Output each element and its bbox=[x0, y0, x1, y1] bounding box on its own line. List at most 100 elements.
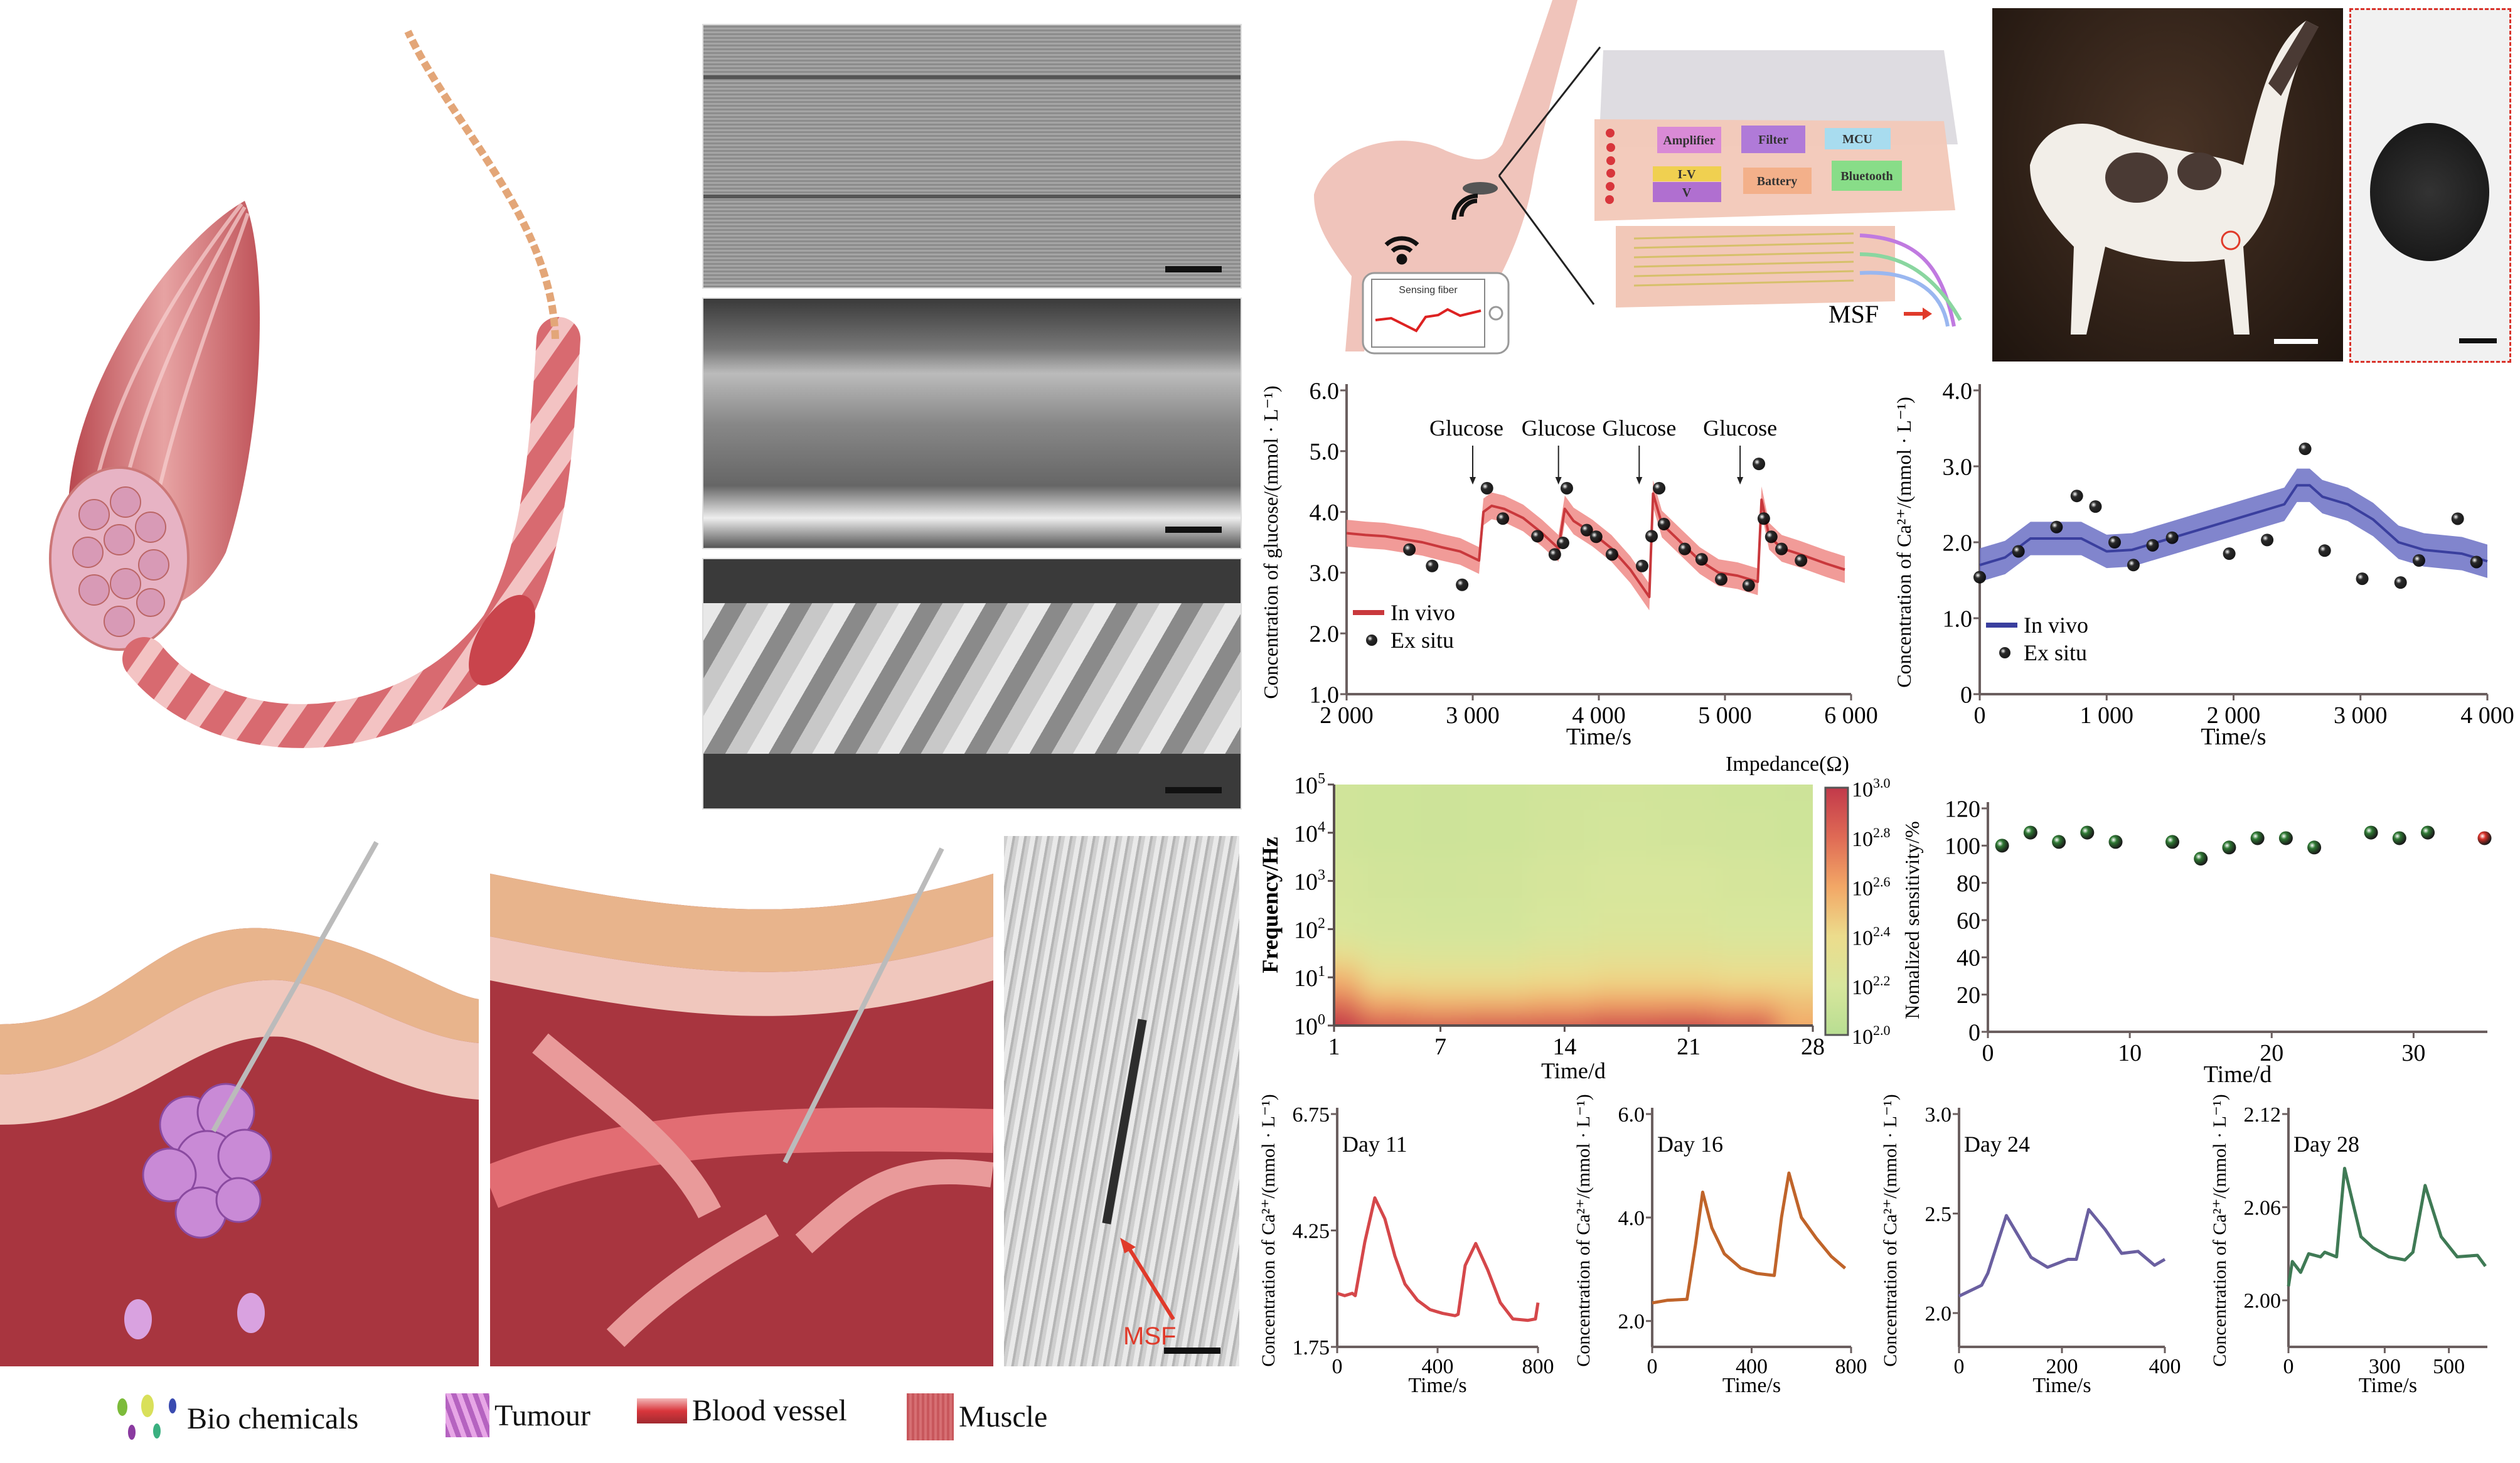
y-tick-label: 1.0 bbox=[1943, 606, 1973, 632]
heatmap-cell bbox=[1334, 941, 1362, 966]
y-tick-label: 0 bbox=[1968, 1019, 1980, 1046]
heatmap-cells bbox=[1334, 785, 1813, 1026]
legend-label: In vivo bbox=[1391, 600, 1455, 625]
y-tick-label: 2.00 bbox=[2244, 1290, 2282, 1313]
data-point bbox=[2089, 500, 2102, 513]
data-point bbox=[2165, 531, 2179, 544]
series-line bbox=[1652, 1171, 1847, 1305]
msf-implant-photo: MSF bbox=[1004, 836, 1239, 1366]
heatmap-cell bbox=[1591, 989, 1654, 1009]
device-inset-photo bbox=[2349, 8, 2511, 363]
heatmap-cell bbox=[1777, 857, 1813, 906]
iv-label: I-V bbox=[1678, 168, 1696, 181]
y-tick-label: 120 bbox=[1945, 796, 1980, 822]
red-arrow-icon bbox=[1904, 308, 1932, 320]
heatmap-cell bbox=[1466, 857, 1530, 906]
data-point bbox=[2023, 825, 2037, 840]
heatmap-cell bbox=[1715, 965, 1778, 990]
legend-blood-vessel: Blood vessel bbox=[637, 1393, 847, 1428]
heatmap-cell bbox=[1414, 785, 1468, 810]
heatmap-cell bbox=[1360, 808, 1415, 858]
msf-label: MSF bbox=[1829, 300, 1879, 328]
heatmap-cell bbox=[1360, 989, 1415, 1009]
series-line bbox=[2287, 1167, 2487, 1287]
blood-vessel-injection-illustration bbox=[490, 836, 993, 1366]
heatmap-cell bbox=[1529, 989, 1592, 1009]
data-point bbox=[1795, 554, 1808, 567]
data-point bbox=[2127, 559, 2140, 572]
data-point bbox=[2250, 831, 2265, 845]
amplifier-label: Amplifier bbox=[1663, 134, 1715, 147]
y-tick-label: 3.0 bbox=[1925, 1103, 1952, 1127]
x-tick-label: 500 bbox=[2433, 1355, 2465, 1378]
y-tick-label: 80 bbox=[1957, 871, 1980, 897]
heatmap-cell bbox=[1414, 941, 1468, 966]
heatmap-cell bbox=[1414, 857, 1468, 906]
y-tick-label: 2.0 bbox=[1943, 530, 1973, 556]
heatmap-cell bbox=[1466, 1007, 1530, 1021]
day-label: Day 28 bbox=[2293, 1132, 2359, 1157]
microscopy-panel-3 bbox=[702, 558, 1242, 810]
y-tick-label: 60 bbox=[1957, 908, 1980, 934]
heatmap-cell bbox=[1591, 905, 1654, 942]
x-tick-label: 0 bbox=[2283, 1355, 2294, 1378]
x-tick-label: 3 000 bbox=[1446, 702, 1500, 729]
chart-1: 0 1 000 2 000 3 000 4 000 0 1.0 2.0 3.0 4.0 Time/s… bbox=[1893, 378, 2514, 750]
blood-vessel bbox=[490, 1107, 993, 1208]
msf-fibers bbox=[1859, 233, 1962, 327]
heatmap-cell bbox=[1591, 965, 1654, 990]
x-tick-label: 800 bbox=[1835, 1355, 1867, 1378]
filter-module bbox=[1741, 126, 1805, 153]
y-tick-label: 100 bbox=[1294, 1012, 1325, 1040]
heatmap-cell bbox=[1777, 905, 1813, 942]
heatmap-cell bbox=[1777, 1019, 1813, 1026]
colorbar-tick-label: 102.0 bbox=[1852, 1022, 1891, 1049]
mcu-module bbox=[1825, 128, 1891, 149]
x-tick-label: 3 000 bbox=[2334, 702, 2388, 729]
y-tick-label: 2.5 bbox=[1925, 1203, 1952, 1226]
data-point bbox=[1695, 553, 1708, 566]
x-tick-label: 800 bbox=[1522, 1355, 1554, 1378]
data-point bbox=[2451, 512, 2464, 525]
heatmap-cell bbox=[1360, 785, 1415, 810]
legend-point-swatch bbox=[1366, 635, 1377, 646]
data-point bbox=[1480, 481, 1493, 495]
heatmap-cell bbox=[1653, 1007, 1716, 1021]
y-axis-label: Concentration of Ca²⁺/(mmol · L⁻¹) bbox=[2209, 1094, 2230, 1367]
data-point bbox=[1973, 571, 1986, 584]
chart-7: 0 300 500 2.00 2.06 2.12 Time/s Concentration o… bbox=[2209, 1094, 2487, 1397]
y-tick-label: 2.0 bbox=[1310, 621, 1340, 648]
device-schematic: Amplifier Filter MCU I-V V Battery Bluet… bbox=[1314, 0, 1962, 355]
data-point bbox=[2364, 825, 2378, 840]
legend-label: Blood vessel bbox=[692, 1394, 847, 1427]
y-axis-label: Nomalized sensitivity/% bbox=[1901, 821, 1923, 1019]
glucose-annotation: Glucose bbox=[1602, 415, 1676, 441]
heatmap-cell bbox=[1653, 941, 1716, 966]
x-tick-label: 28 bbox=[1801, 1034, 1825, 1060]
heatmap-cell bbox=[1466, 941, 1530, 966]
heatmap-cell bbox=[1466, 785, 1530, 810]
y-tick-label: 20 bbox=[1957, 982, 1980, 1009]
heatmap-cell bbox=[1334, 1019, 1362, 1026]
amplifier-module bbox=[1657, 127, 1721, 153]
legend-bio-chemicals: Bio chemicals bbox=[113, 1393, 358, 1444]
heatmap-cell bbox=[1653, 905, 1716, 942]
y-tick-label: 103 bbox=[1294, 867, 1325, 896]
mcu-label: MCU bbox=[1842, 132, 1872, 146]
day-label: Day 24 bbox=[1964, 1132, 2030, 1157]
device-disc bbox=[2370, 123, 2489, 261]
heatmap-cell bbox=[1653, 965, 1716, 990]
heatmap-cell bbox=[1529, 905, 1592, 942]
wearable-device bbox=[1463, 182, 1498, 195]
syringe-needle bbox=[211, 841, 379, 1132]
heatmap-cell bbox=[1414, 1007, 1468, 1021]
cat-figure bbox=[2030, 21, 2319, 335]
colorbar bbox=[1824, 786, 1849, 1036]
data-point bbox=[1657, 517, 1670, 530]
y-tick-label: 4.0 bbox=[1618, 1207, 1645, 1230]
legend-label: Bio chemicals bbox=[187, 1401, 359, 1435]
data-point bbox=[1548, 548, 1561, 561]
red-arrow-icon bbox=[1120, 1238, 1175, 1321]
battery-label: Battery bbox=[1757, 174, 1797, 188]
